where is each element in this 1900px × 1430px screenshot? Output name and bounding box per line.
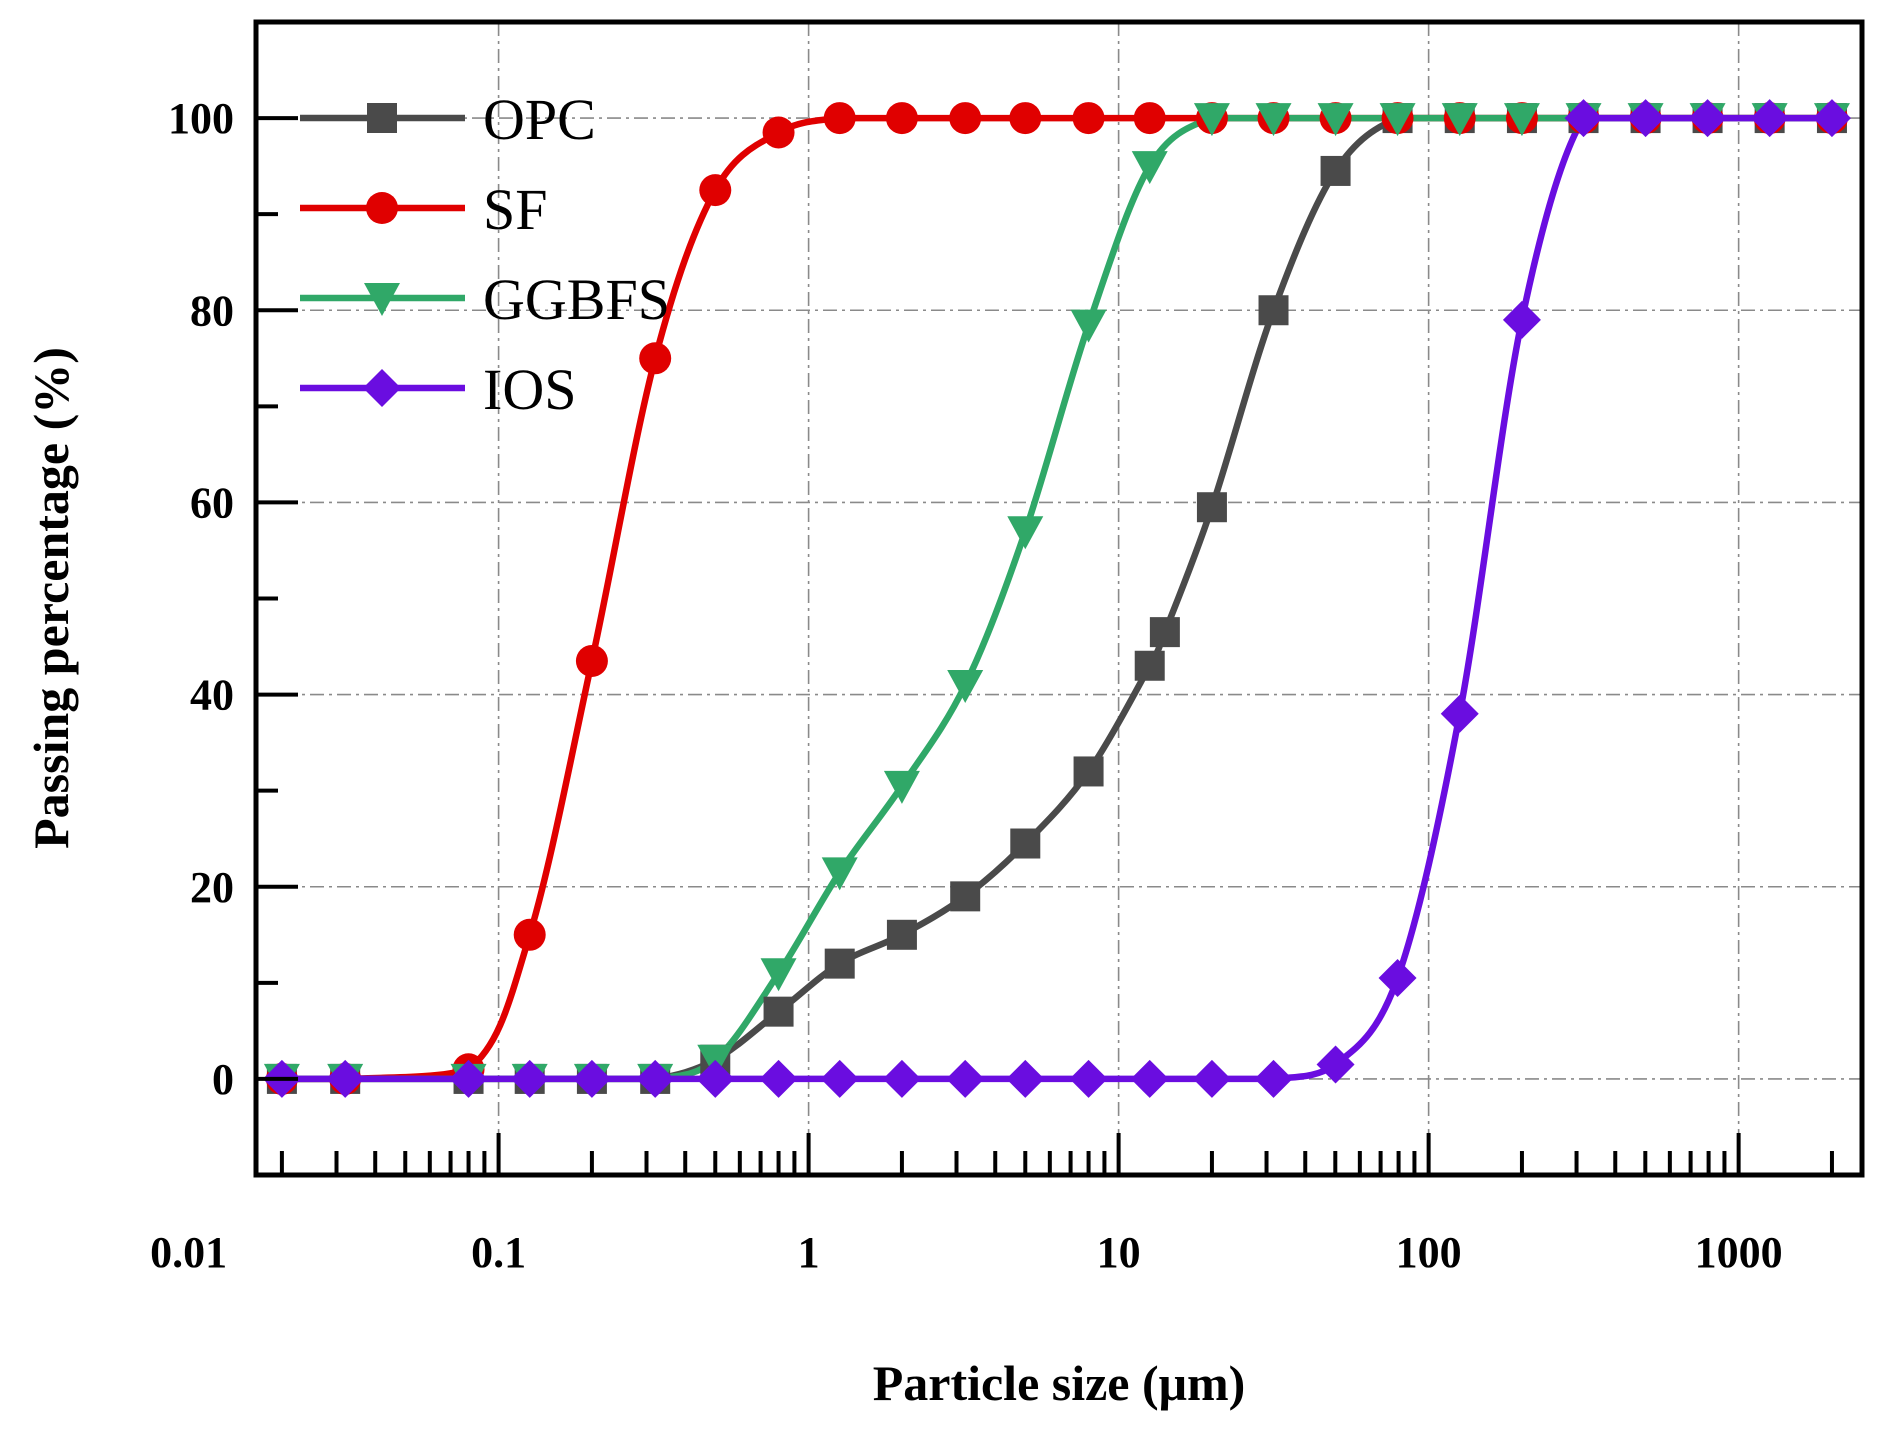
data-point-sf — [1133, 102, 1166, 135]
x-tick-label: 10 — [1097, 1228, 1141, 1277]
data-point-ios — [1812, 99, 1851, 138]
legend-marker-ggbfs — [364, 283, 400, 316]
data-point-opc — [950, 881, 981, 912]
data-point-opc — [886, 919, 917, 950]
data-point-ggbfs — [1193, 103, 1230, 137]
data-point-opc — [824, 948, 855, 979]
legend-item-ggbfs: GGBFS — [300, 267, 670, 332]
axis-ticks — [256, 20, 1834, 1177]
tick-labels: 0 20 40 60 80 100 0.01 0.1 1 10 100 1000 — [150, 94, 1783, 1277]
data-point-ios — [1192, 1059, 1231, 1098]
data-point-opc — [1320, 155, 1351, 186]
data-point-ggbfs — [1503, 103, 1540, 137]
legend-label-opc: OPC — [483, 87, 596, 152]
data-point-ios — [1502, 300, 1541, 339]
data-point-ios — [696, 1059, 735, 1098]
data-point-opc — [1149, 617, 1180, 648]
data-point-sf — [949, 102, 982, 135]
y-tick-label: 100 — [168, 94, 234, 143]
data-point-ios — [820, 1059, 859, 1098]
data-point-ggbfs — [1379, 103, 1416, 137]
data-point-ios — [759, 1059, 798, 1098]
data-point-ios — [1750, 99, 1789, 138]
data-point-sf — [639, 342, 672, 375]
data-point-ios — [1254, 1059, 1293, 1098]
data-point-ggbfs — [1131, 151, 1168, 185]
y-tick-label: 80 — [190, 286, 234, 335]
data-point-ios — [882, 1059, 921, 1098]
y-tick-label: 40 — [190, 671, 234, 720]
data-point-sf — [823, 102, 856, 135]
x-tick-label: 1 — [798, 1228, 820, 1277]
x-tick-label: 1000 — [1695, 1228, 1783, 1277]
x-axis-title: Particle size (μm) — [873, 1355, 1246, 1411]
data-point-ios — [449, 1059, 488, 1098]
legend-marker-sf — [366, 192, 398, 224]
data-point-ios — [1688, 99, 1727, 138]
legend-item-ios: IOS — [300, 357, 576, 422]
data-point-ggbfs — [1007, 516, 1044, 550]
data-point-sf — [885, 102, 918, 135]
data-point-ggbfs — [947, 669, 984, 703]
data-point-ggbfs — [1441, 103, 1478, 137]
data-point-sf — [762, 116, 795, 149]
data-point-ios — [1378, 959, 1417, 998]
y-tick-label: 20 — [190, 863, 234, 912]
y-tick-label: 60 — [190, 478, 234, 527]
data-point-ggbfs — [760, 958, 797, 992]
data-point-sf — [699, 174, 732, 207]
data-point-sf — [575, 644, 608, 677]
data-point-opc — [1073, 756, 1104, 787]
data-point-ios — [1626, 99, 1665, 138]
legend-label-sf: SF — [483, 177, 548, 242]
legend-label-ggbfs: GGBFS — [483, 267, 670, 332]
data-point-ggbfs — [1317, 103, 1354, 137]
data-point-opc — [1010, 828, 1041, 859]
data-point-sf — [1072, 102, 1105, 135]
data-point-opc — [1196, 492, 1227, 523]
data-point-ggbfs — [883, 770, 920, 804]
data-point-ggbfs — [1255, 103, 1292, 137]
series-markers — [262, 99, 1851, 1098]
data-point-ios — [510, 1059, 549, 1098]
data-point-opc — [1134, 650, 1165, 681]
data-point-ios — [326, 1059, 365, 1098]
data-point-opc — [1258, 295, 1289, 326]
data-point-ios — [572, 1059, 611, 1098]
data-point-ggbfs — [1070, 309, 1107, 343]
legend-label-ios: IOS — [483, 357, 576, 422]
data-point-sf — [513, 918, 546, 951]
data-point-ios — [1564, 99, 1603, 138]
data-point-ios — [1440, 694, 1479, 733]
data-point-ios — [636, 1059, 675, 1098]
data-point-ios — [1069, 1059, 1108, 1098]
data-point-ios — [946, 1059, 985, 1098]
data-point-opc — [763, 996, 794, 1027]
data-point-sf — [1009, 102, 1042, 135]
legend: OPC SF GGBFS IOS — [300, 87, 670, 422]
x-tick-label: 0.1 — [471, 1228, 526, 1277]
data-point-ios — [1006, 1059, 1045, 1098]
x-tick-label: 0.01 — [150, 1228, 227, 1277]
y-axis-title: Passing percentage (%) — [23, 347, 79, 849]
legend-item-sf: SF — [300, 177, 548, 242]
data-point-ios — [1130, 1059, 1169, 1098]
data-point-ios — [1316, 1045, 1355, 1084]
legend-marker-opc — [367, 103, 397, 133]
legend-item-opc: OPC — [300, 87, 596, 152]
data-point-ggbfs — [821, 857, 858, 891]
x-tick-label: 100 — [1396, 1228, 1462, 1277]
legend-marker-ios — [363, 369, 401, 407]
y-tick-label: 0 — [212, 1055, 234, 1104]
